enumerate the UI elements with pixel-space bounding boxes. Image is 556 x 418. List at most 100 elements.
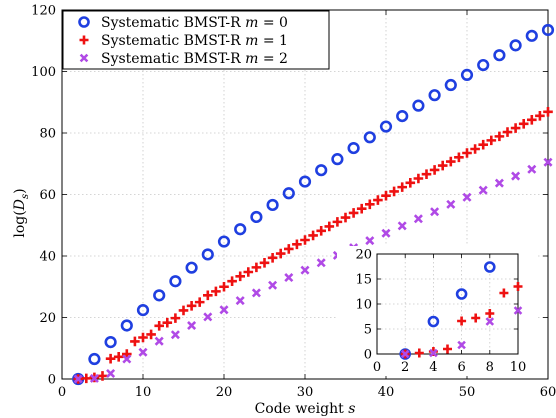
- data-point: [348, 208, 359, 218]
- inset-data-point: [427, 315, 440, 328]
- data-point: [493, 49, 506, 62]
- data-point: [381, 190, 391, 201]
- data-point: [373, 195, 383, 205]
- data-point: [185, 261, 198, 274]
- inset-data-point: [400, 349, 410, 359]
- inset-x-tick-label: 2: [401, 360, 409, 375]
- data-point: [300, 265, 310, 275]
- axes-frame: [61, 9, 549, 380]
- data-point: [541, 23, 555, 37]
- data-point: [444, 78, 457, 92]
- data-point: [268, 280, 278, 290]
- data-point: [365, 236, 375, 246]
- data-point: [511, 171, 521, 181]
- data-point: [251, 288, 261, 298]
- inset-data-point: [471, 313, 481, 323]
- data-point: [219, 281, 229, 292]
- x-tick-label: 60: [540, 385, 556, 400]
- data-point: [527, 114, 537, 125]
- data-point: [162, 317, 173, 328]
- data-point: [331, 153, 344, 166]
- data-point: [259, 257, 270, 268]
- inset-data-point: [414, 348, 424, 358]
- inset-y-tick-label: 10: [355, 298, 372, 313]
- legend-marker: [79, 35, 89, 45]
- inset-axes-frame: [376, 253, 519, 355]
- x-tick-label: 40: [378, 385, 395, 400]
- legend-label: Systematic BMST-R m = 1: [101, 33, 288, 49]
- legend: Systematic BMST-R m = 0 Systematic BMST-R…: [62, 10, 330, 70]
- x-tick-label: 20: [216, 385, 233, 400]
- data-point: [535, 110, 545, 121]
- data-point: [478, 185, 488, 195]
- data-point: [340, 212, 351, 223]
- data-point: [113, 352, 124, 362]
- inset-series-m1: [400, 282, 523, 359]
- data-point: [227, 276, 237, 287]
- data-point: [122, 354, 132, 364]
- inset-y-tick-label: 5: [364, 323, 372, 338]
- data-point: [104, 336, 117, 349]
- data-point: [430, 207, 440, 217]
- data-point: [169, 275, 182, 288]
- data-point: [154, 336, 164, 346]
- data-point: [186, 301, 197, 311]
- data-point: [308, 230, 318, 241]
- data-point: [217, 235, 231, 248]
- data-point: [292, 239, 302, 250]
- data-point: [509, 39, 522, 52]
- series-m1: [73, 106, 553, 384]
- inset-y-tick-label: 20: [355, 248, 372, 263]
- data-point: [502, 127, 513, 137]
- data-point: [284, 273, 294, 283]
- data-point: [397, 182, 407, 192]
- data-point: [437, 160, 448, 171]
- data-point: [73, 374, 83, 384]
- data-point: [106, 368, 116, 378]
- data-point: [494, 178, 504, 188]
- data-point: [462, 148, 472, 158]
- inset-data-point: [485, 317, 495, 326]
- data-point: [251, 262, 262, 273]
- data-point: [300, 235, 310, 245]
- data-point: [486, 135, 497, 146]
- legend-label: Systematic BMST-R m = 0: [101, 15, 288, 31]
- data-point: [363, 131, 376, 144]
- data-point: [462, 192, 472, 202]
- data-point: [412, 99, 425, 112]
- data-point: [494, 131, 505, 142]
- x-tick-label: 50: [459, 385, 476, 400]
- data-point: [413, 214, 423, 224]
- inset-data-point: [455, 288, 468, 300]
- data-point: [510, 123, 521, 133]
- data-point: [130, 336, 140, 347]
- data-point: [120, 319, 133, 332]
- data-point: [470, 144, 480, 154]
- data-point: [88, 352, 101, 366]
- inset-x-tick-label: 0: [373, 360, 381, 375]
- data-point: [315, 164, 328, 177]
- data-point: [421, 169, 432, 180]
- inset-data-point: [457, 340, 466, 350]
- inset-x-tick-label: 6: [457, 360, 465, 375]
- data-point: [332, 217, 343, 227]
- y-tick-label: 120: [31, 4, 56, 19]
- data-point: [146, 329, 156, 340]
- inset-data-point: [499, 288, 509, 298]
- inset-data-point: [513, 282, 523, 291]
- data-point: [235, 296, 245, 306]
- data-point: [428, 89, 441, 102]
- data-point: [460, 68, 474, 81]
- y-tick-label: 20: [39, 311, 56, 326]
- data-point: [211, 286, 221, 297]
- inset-plot: 0 2 4 6 8 10 0 5 10 15 20: [337, 246, 537, 376]
- data-point: [316, 258, 326, 268]
- data-point: [527, 164, 537, 174]
- data-point: [170, 313, 181, 323]
- x-tick-label: 10: [135, 385, 152, 400]
- y-tick-label: 80: [39, 127, 56, 142]
- data-point: [347, 141, 360, 155]
- data-point: [379, 120, 393, 133]
